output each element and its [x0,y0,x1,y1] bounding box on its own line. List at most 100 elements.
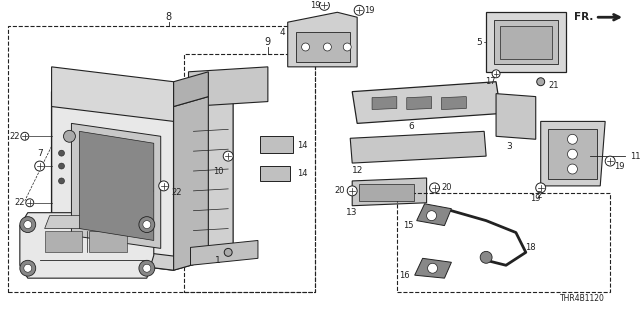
Bar [359,184,413,201]
Polygon shape [260,136,292,153]
Text: 19: 19 [614,162,625,171]
Text: 22: 22 [172,188,182,197]
Circle shape [143,220,151,228]
Text: FR.: FR. [573,12,593,22]
Text: 20: 20 [441,183,452,192]
Polygon shape [20,213,154,278]
Text: 9: 9 [265,37,271,47]
Circle shape [537,78,545,86]
Circle shape [319,0,330,10]
Circle shape [568,164,577,174]
Text: THR4B1120: THR4B1120 [560,293,605,302]
Text: 13: 13 [346,208,358,217]
Circle shape [223,151,233,161]
Text: 20: 20 [334,186,344,195]
Text: 7: 7 [37,149,42,158]
Polygon shape [372,97,397,109]
Circle shape [480,252,492,263]
Circle shape [24,264,32,272]
Circle shape [301,43,310,51]
Polygon shape [52,67,173,121]
Text: 2: 2 [536,191,541,200]
Circle shape [159,181,169,191]
Bar [8,26,316,292]
Bar [296,32,350,62]
Bar [500,26,552,59]
Bar [494,20,557,64]
Polygon shape [191,240,258,265]
Text: 22: 22 [10,132,20,141]
Circle shape [139,260,155,276]
Text: 8: 8 [166,12,172,22]
Circle shape [24,220,32,228]
Text: 16: 16 [399,271,410,280]
Polygon shape [90,230,127,252]
Text: 19: 19 [531,194,541,203]
Circle shape [20,217,36,233]
Text: 11: 11 [630,152,640,161]
Text: 6: 6 [409,122,415,131]
Text: 17: 17 [484,77,495,86]
Polygon shape [52,92,173,270]
Circle shape [568,149,577,159]
Circle shape [348,186,357,196]
Polygon shape [442,97,467,109]
Text: 5: 5 [476,37,482,46]
Circle shape [354,5,364,15]
Polygon shape [407,97,431,109]
Circle shape [536,183,546,193]
Polygon shape [45,230,83,252]
Circle shape [58,178,65,184]
Circle shape [63,130,76,142]
Circle shape [343,43,351,51]
Circle shape [58,150,65,156]
Bar [548,129,597,179]
Polygon shape [189,72,233,265]
Text: 21: 21 [548,81,559,90]
Polygon shape [79,131,154,240]
Polygon shape [350,131,486,163]
Text: 19: 19 [310,1,321,10]
Text: 3: 3 [506,142,512,151]
Text: 12: 12 [351,165,363,174]
Polygon shape [288,12,357,67]
Text: 14: 14 [298,170,308,179]
Polygon shape [260,166,290,181]
Circle shape [427,211,436,220]
Circle shape [139,217,155,233]
Polygon shape [496,94,536,139]
Polygon shape [417,204,451,226]
Polygon shape [189,67,268,107]
Circle shape [35,161,45,171]
Circle shape [428,263,438,273]
Polygon shape [45,216,129,228]
Text: 19: 19 [364,6,374,15]
Circle shape [224,248,232,256]
Polygon shape [415,258,451,278]
Polygon shape [352,82,501,124]
Polygon shape [486,12,566,72]
Text: 15: 15 [403,221,414,230]
Polygon shape [173,97,209,270]
Circle shape [568,134,577,144]
Text: 1: 1 [216,256,221,265]
Circle shape [492,70,500,78]
Text: 22: 22 [15,198,25,207]
Circle shape [20,260,36,276]
Circle shape [26,199,34,207]
Circle shape [323,43,332,51]
Bar [184,54,316,292]
Text: 4: 4 [280,28,285,36]
Polygon shape [52,245,209,270]
Circle shape [58,163,65,169]
Polygon shape [72,124,161,248]
Text: 14: 14 [298,141,308,150]
Circle shape [605,156,615,166]
Bar [397,193,610,292]
Text: 18: 18 [525,243,536,252]
Text: 10: 10 [213,166,223,175]
Circle shape [21,132,29,140]
Polygon shape [173,72,209,107]
Polygon shape [352,178,427,206]
Circle shape [143,264,151,272]
